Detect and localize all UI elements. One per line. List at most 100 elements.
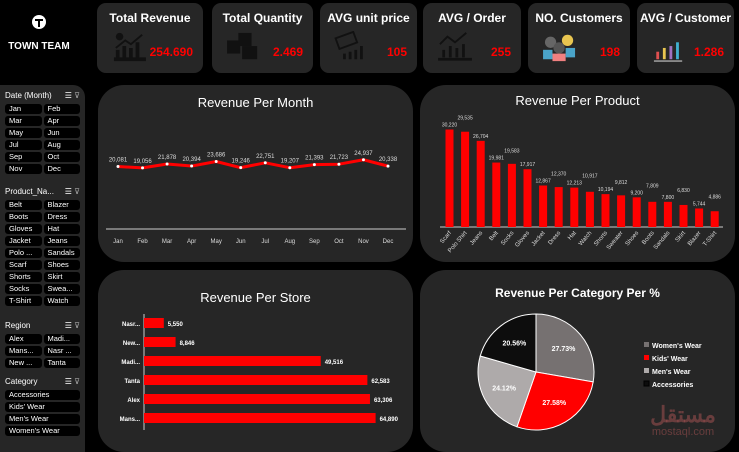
slicer-item[interactable]: Jacket [5,236,42,246]
slicer-item[interactable]: Watch [43,296,80,306]
slicer-title: Category [5,377,38,386]
y-tick-label: Madi... [121,360,140,366]
slicer-header-month: Date (Month) ☰ ⊽ [5,91,80,100]
bar [554,187,563,227]
revenue-per-store-chart: 5,550 Nasr... 8,846 New... 49,516 Madi... 62,5… [120,314,399,430]
data-label: 29,535 [457,116,473,122]
x-tick-label: Aug [284,239,295,245]
kpi-title: AVG unit price [327,11,410,25]
data-label: 30,220 [442,123,458,129]
slicer-item[interactable]: Polo ... [5,248,42,258]
logo: TOWN TEAM [6,14,72,54]
slicer-item[interactable]: T-Shirt [5,296,42,306]
slicer-item[interactable]: New ... [5,358,42,368]
data-label: 12,213 [567,181,583,187]
slicer-item[interactable]: Feb [43,104,80,114]
slicer-item[interactable]: Nov [5,164,42,174]
data-label: 20,338 [379,157,398,163]
slicer-item[interactable]: Scarf [5,260,42,270]
data-point [337,162,341,166]
colored-bars-icon [653,42,683,63]
bar [461,131,470,227]
data-label: 7,800 [662,195,675,201]
revenue-per-month-panel: Revenue Per Month 20,081 Jan 19,056 Feb 21,8… [98,85,413,262]
data-label: 12,867 [535,178,551,184]
slicer-item[interactable]: Blazer [43,200,80,210]
slicer-item[interactable]: Shoes [43,260,80,270]
data-point [312,163,316,167]
watermark: مستقل mostaql.com [636,404,730,439]
clear-filter-icon[interactable]: ⊽ [74,377,80,386]
slicer-item[interactable]: Jun [43,128,80,138]
slicer-item[interactable]: Kids' Wear [5,402,80,412]
data-label: 5,744 [693,201,706,207]
slicer-item[interactable]: Tanta [43,358,80,368]
bar [144,394,370,404]
x-tick-label: Jacket [531,230,547,247]
slicer-item[interactable]: Skirt [43,272,80,282]
x-tick-label: Jun [236,239,246,245]
data-label: 20,394 [182,157,201,163]
bar [617,195,626,227]
slicer-item[interactable]: Jan [5,104,42,114]
slicer-item[interactable]: May [5,128,42,138]
clear-filter-icon[interactable]: ⊽ [74,91,80,100]
revenue-per-month-chart: 20,081 Jan 19,056 Feb 21,878 Mar 20,394 Apr 23,6… [106,151,406,245]
slicer-item[interactable]: Dress [43,212,80,222]
x-tick-label: Skirt [675,230,688,243]
slicer-product: Belt Blazer Boots Dress Gloves Hat Jacket Jeans… [5,200,80,306]
data-label: 64,890 [380,417,399,423]
legend-label: Men's Wear [652,369,691,376]
slicer-item[interactable]: Mar [5,116,42,126]
slicer-item[interactable]: Nasr ... [43,346,80,356]
slicer-item[interactable]: Hat [43,224,80,234]
data-label: 49,516 [325,360,344,366]
clear-filter-icon[interactable]: ⊽ [74,187,80,196]
slicer-item[interactable]: Women's Wear [5,426,80,436]
data-label: 19,583 [504,149,520,155]
legend-label: Accessories [652,382,693,389]
data-label: 8,846 [180,341,196,347]
chart-title: Revenue Per Product [515,93,640,108]
bar [585,191,594,227]
slicer-item[interactable]: Men's Wear [5,414,80,424]
slicer-item[interactable]: Jul [5,140,42,150]
slicer-item[interactable]: Belt [5,200,42,210]
x-tick-label: Socks [500,230,515,246]
slicer-month: Jan Feb Mar Apr May Jun Jul Aug Sep Oct Nov Dec [5,104,80,174]
multi-select-icon[interactable]: ☰ [64,91,72,100]
data-point [386,164,390,168]
slicer-item[interactable]: Gloves [5,224,42,234]
slicer-item[interactable]: Dec [43,164,80,174]
watermark-latin: mostaql.com [651,426,715,438]
slicer-item[interactable]: Shorts [5,272,42,282]
slicer-item[interactable]: Jeans [43,236,80,246]
multi-select-icon[interactable]: ☰ [64,321,72,330]
slicer-item[interactable]: Aug [43,140,80,150]
data-label: 23,686 [207,152,226,158]
slicer-item[interactable]: Sandals [43,248,80,258]
pie-slice [535,313,595,383]
slicer-item[interactable]: Socks [5,284,42,294]
slicer-item[interactable]: Swea... [43,284,80,294]
slicer-item[interactable]: Alex [5,334,42,344]
data-label: 62,583 [371,379,390,385]
data-label: 6,830 [677,188,690,194]
legend-label: Kids' Wear [652,356,688,363]
data-point [263,161,267,165]
data-label: 10,917 [582,174,598,180]
bar [648,201,657,227]
slicer-item[interactable]: Apr [43,116,80,126]
data-label: 19,056 [133,159,152,165]
multi-select-icon[interactable]: ☰ [64,187,72,196]
slicer-item[interactable]: Sep [5,152,42,162]
slicer-item[interactable]: Madi... [43,334,80,344]
slicer-item[interactable]: Mans... [5,346,42,356]
slicer-item[interactable]: Accessories [5,390,80,400]
slicer-item[interactable]: Boots [5,212,42,222]
slicer-item[interactable]: Oct [43,152,80,162]
multi-select-icon[interactable]: ☰ [64,377,72,386]
clear-filter-icon[interactable]: ⊽ [74,321,80,330]
bar [539,185,548,227]
